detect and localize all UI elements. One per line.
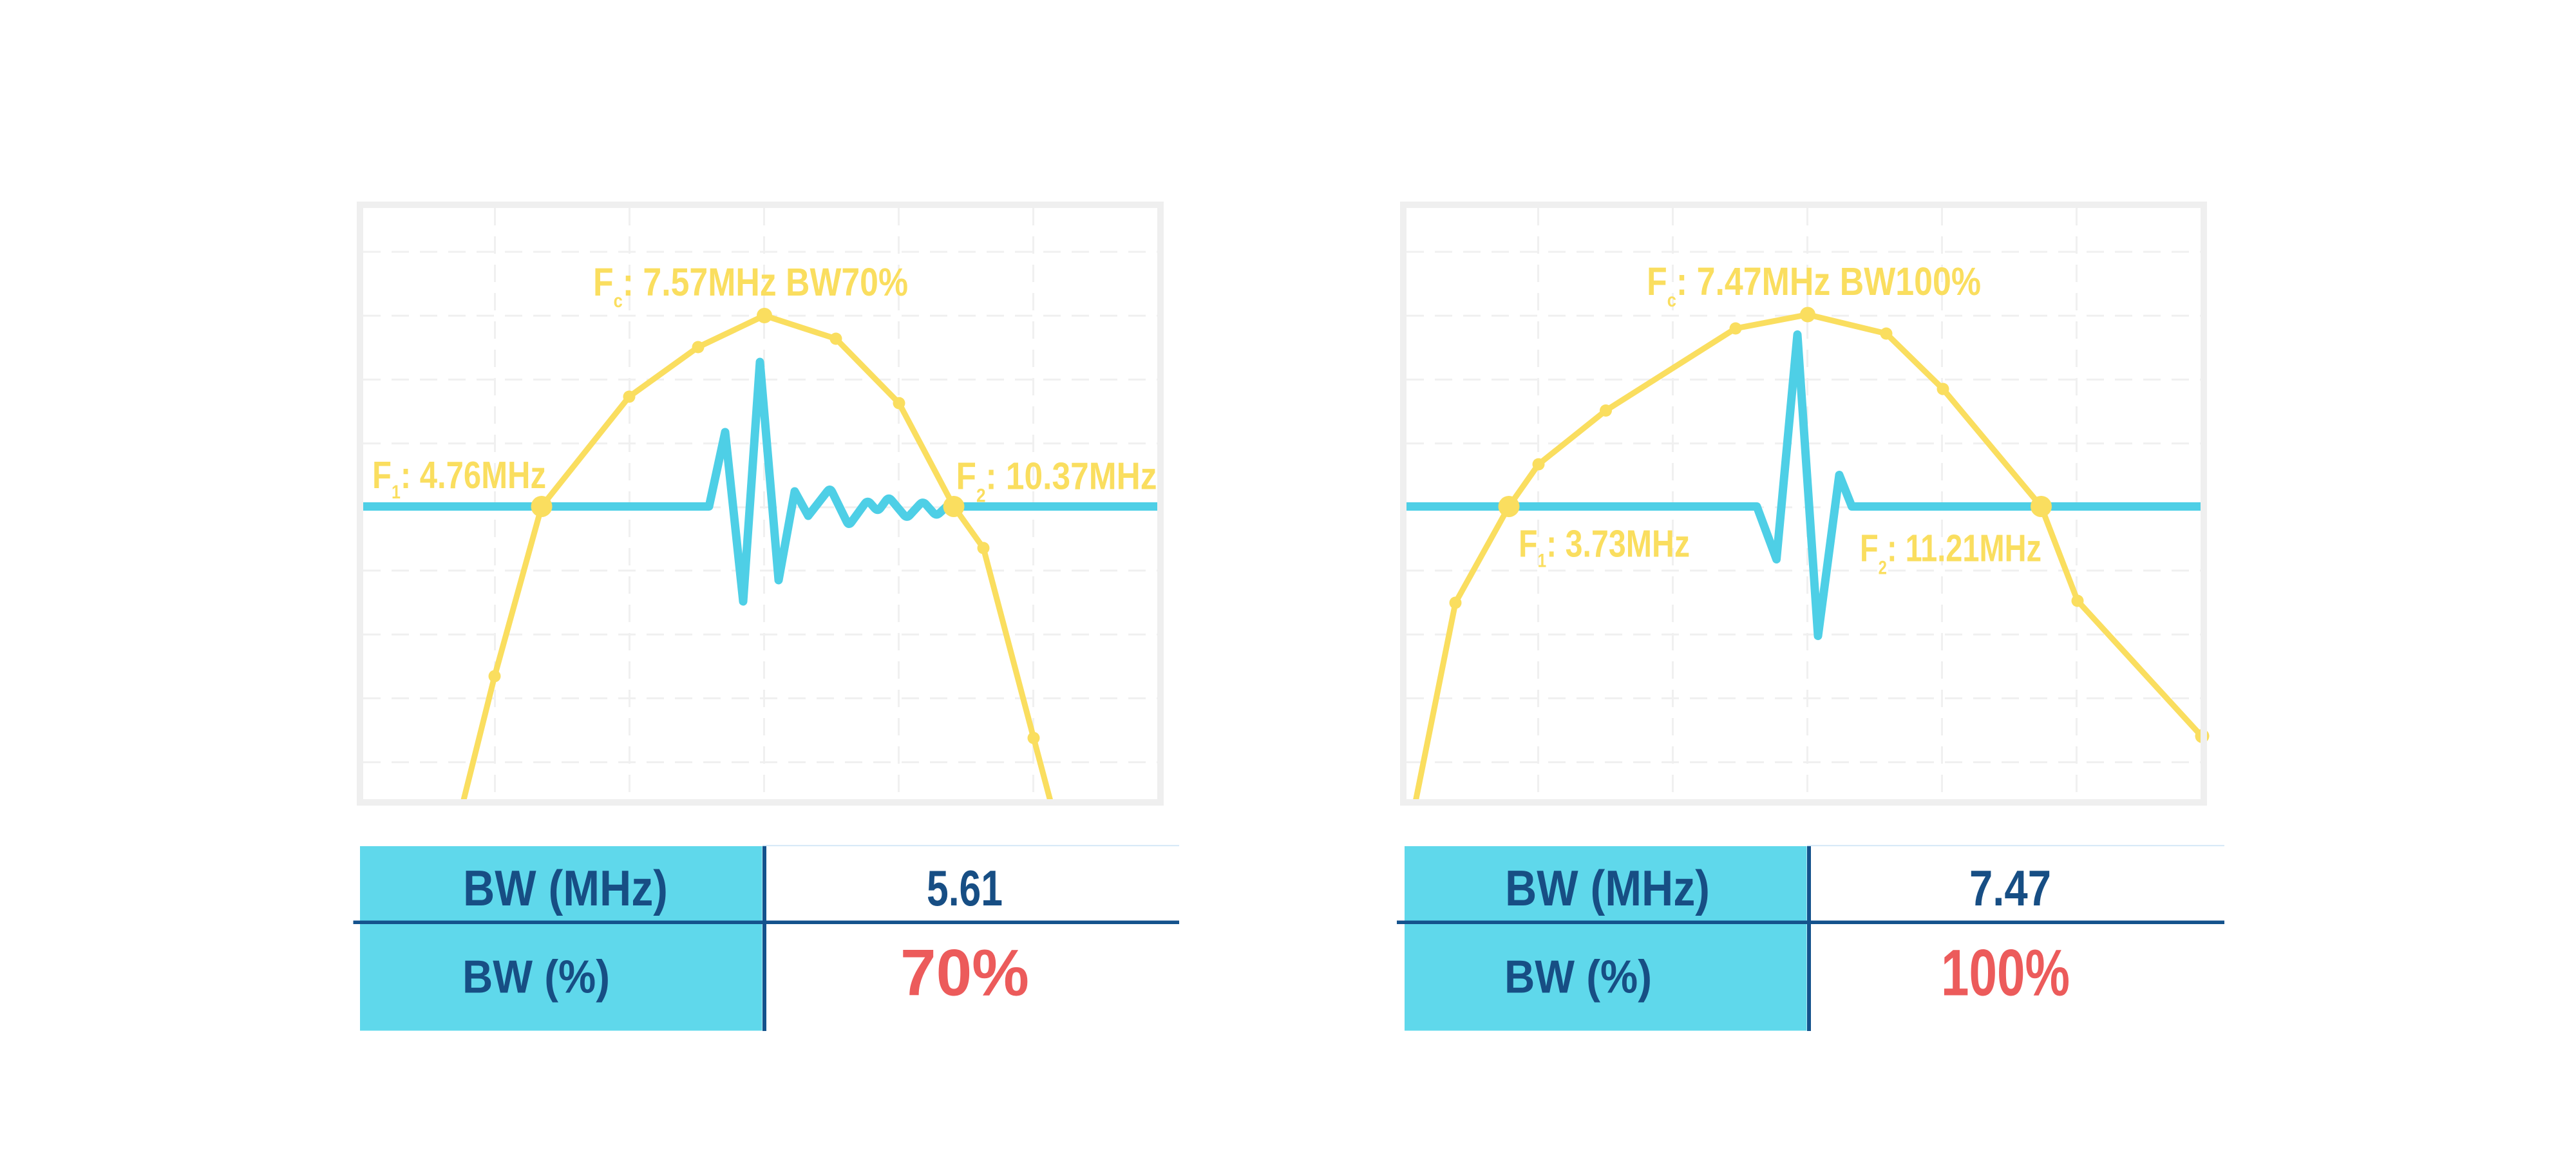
svg-text:BW (MHz): BW (MHz) [463,860,668,916]
svg-text:7.47: 7.47 [1969,860,2051,916]
svg-text:F1: 3.73MHz: F1: 3.73MHz [1519,523,1690,572]
svg-text:F1: 4.76MHz: F1: 4.76MHz [372,454,546,503]
svg-text:5.61: 5.61 [927,860,1003,916]
svg-text:70%: 70% [900,936,1029,1010]
svg-text:BW (%): BW (%) [1504,952,1652,1003]
svg-text:Fc: 7.57MHz BW70%: Fc: 7.57MHz BW70% [593,260,908,312]
svg-text:Fc: 7.47MHz BW100%: Fc: 7.47MHz BW100% [1647,260,1981,311]
svg-text:BW (MHz): BW (MHz) [1505,860,1710,916]
svg-text:BW (%): BW (%) [462,952,610,1003]
svg-text:100%: 100% [1941,936,2070,1010]
